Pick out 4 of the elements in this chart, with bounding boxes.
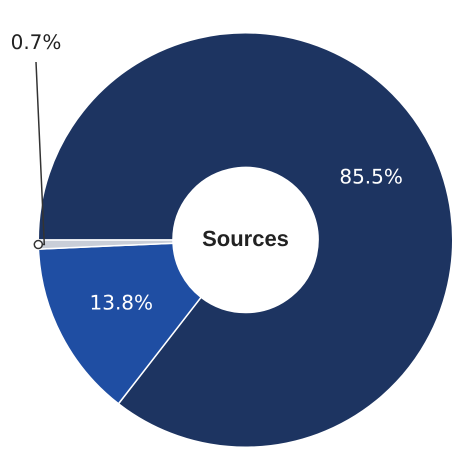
data-label: 13.8% [89,290,154,314]
text: Sources [202,226,289,252]
data-label: 0.7% [10,30,62,54]
data-label: 85.5% [339,164,403,189]
